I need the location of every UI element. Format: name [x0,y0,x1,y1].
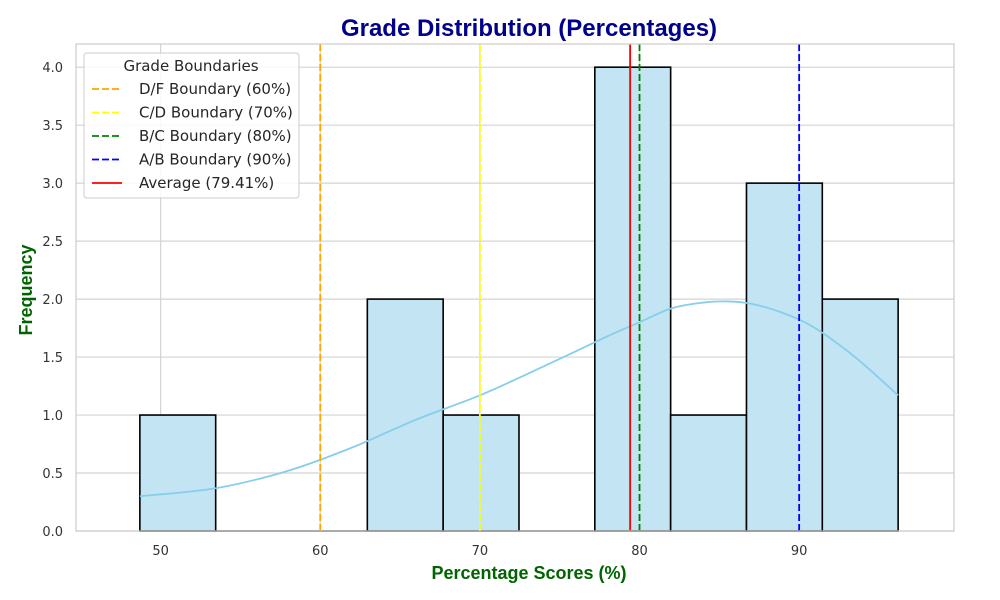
y-tick-label: 0.5 [42,467,63,482]
x-tick-label: 90 [791,544,808,559]
x-tick-label: 60 [312,544,329,559]
y-tick-label: 1.5 [42,351,63,366]
chart-title: Grade Distribution (Percentages) [341,15,717,42]
x-tick-label: 80 [631,544,648,559]
y-tick-label: 1.0 [42,409,63,424]
x-tick-label: 50 [152,544,169,559]
histogram-bar [594,66,672,532]
legend-box [83,52,300,199]
histogram-bar [139,414,217,532]
y-axis-label: Frequency [16,244,36,335]
legend-label: B/C Boundary (80%) [139,127,292,145]
y-tick-label: 4.0 [42,61,63,76]
x-axis-label: Percentage Scores (%) [431,563,626,583]
x-tick-label: 70 [472,544,489,559]
histogram-bar [669,414,748,532]
histogram-bar [745,182,824,532]
y-tick-label: 2.5 [42,235,63,250]
legend: Grade Boundaries D/F Boundary (60%) C/D B… [83,52,300,199]
y-axis-ticks: 0.0 0.5 1.0 1.5 2.0 2.5 3.0 3.5 4.0 [42,61,63,540]
x-axis-ticks: 50 60 70 80 90 [152,544,807,559]
y-tick-label: 0.0 [42,525,63,540]
legend-label: Average (79.41%) [139,174,274,192]
histogram-bar [366,298,444,532]
histogram-bar [821,298,899,532]
legend-title: Grade Boundaries [123,57,258,75]
y-tick-label: 3.5 [42,119,63,134]
y-tick-label: 2.0 [42,293,63,308]
legend-label: A/B Boundary (90%) [139,151,291,169]
plot-frame [75,43,955,532]
boundary-lines [319,44,801,531]
y-tick-label: 3.0 [42,177,63,192]
legend-label: D/F Boundary (60%) [139,80,291,98]
histogram-bar [442,414,520,532]
legend-items: D/F Boundary (60%) C/D Boundary (70%) B/C … [92,80,293,192]
legend-label: C/D Boundary (70%) [139,104,293,122]
